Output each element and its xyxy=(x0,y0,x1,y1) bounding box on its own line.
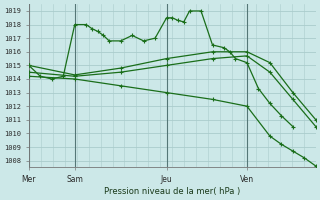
X-axis label: Pression niveau de la mer( hPa ): Pression niveau de la mer( hPa ) xyxy=(104,187,240,196)
